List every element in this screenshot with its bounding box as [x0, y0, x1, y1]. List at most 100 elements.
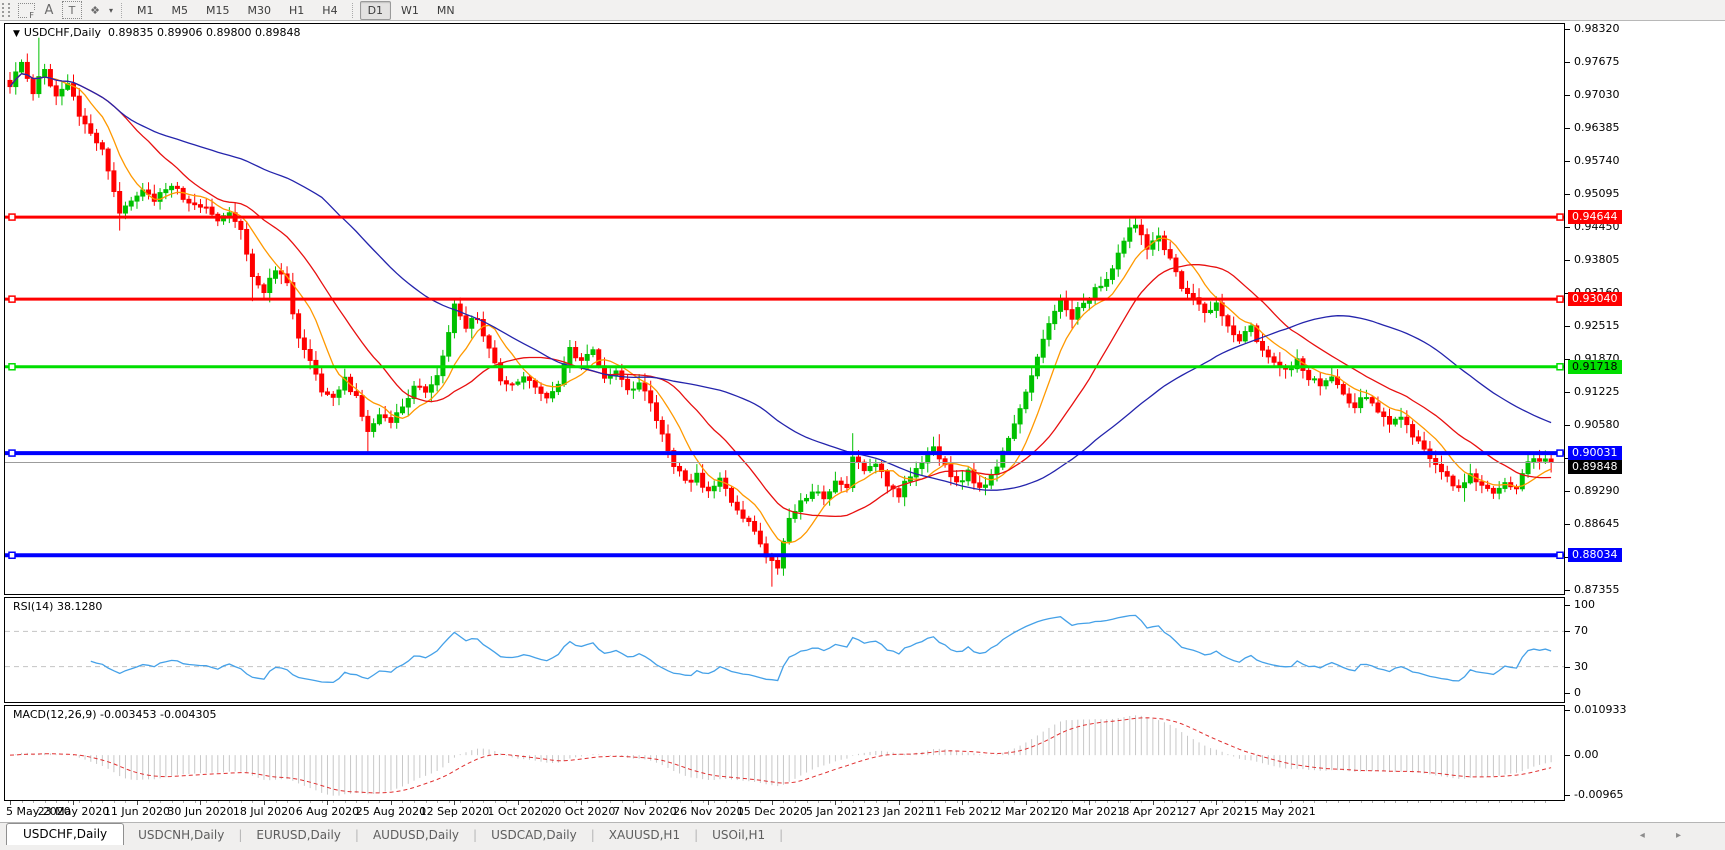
bottom-strip: [0, 845, 1725, 850]
timeframe-m15-button[interactable]: M15: [206, 3, 230, 17]
date-label: 27 Apr 2021: [1182, 805, 1251, 818]
bar-tick: [1372, 801, 1374, 803]
price-tick: [1565, 524, 1570, 525]
bar-tick: [621, 801, 623, 803]
bar-tick: [1522, 801, 1524, 803]
fibonacci-tool-icon[interactable]: F: [18, 2, 35, 20]
date-tick: [263, 801, 265, 805]
timeframe-h4-button[interactable]: H4: [322, 3, 338, 17]
text-annotation-icon[interactable]: A: [44, 2, 54, 18]
timeframe-m5-button[interactable]: M5: [171, 3, 189, 17]
rsi-label: RSI(14) 38.1280: [13, 600, 103, 613]
rsi-axis[interactable]: 100 70 30 0: [1565, 597, 1725, 703]
bar-tick: [483, 801, 485, 803]
date-label: 8 Apr 2021: [1122, 805, 1184, 818]
bar-tick: [310, 801, 312, 803]
macd-tick-label: 0.00: [1574, 748, 1599, 762]
candlestick-chart[interactable]: [4, 23, 1565, 595]
bar-tick: [841, 801, 843, 803]
macd-tick-label: 0.010933: [1574, 703, 1627, 716]
bar-tick: [714, 801, 716, 803]
tab-usdcad-daily[interactable]: USDCAD,Daily: [491, 828, 577, 842]
date-tick: [1089, 801, 1091, 805]
bar-tick: [194, 801, 196, 803]
rsi-tick-label: 70: [1574, 624, 1588, 638]
price-tick: [1565, 29, 1570, 30]
date-label: 2 Mar 2021: [994, 805, 1058, 818]
tab-eurusd-daily[interactable]: EURUSD,Daily: [256, 828, 341, 842]
bar-tick: [910, 801, 912, 803]
bar-tick: [1429, 801, 1431, 803]
toolbar-gripper[interactable]: [2, 3, 10, 17]
bar-tick: [1060, 801, 1062, 803]
bar-tick: [21, 801, 23, 803]
arrows-dropdown-caret[interactable]: ▾: [109, 5, 114, 15]
bar-tick: [564, 801, 566, 803]
bar-tick: [321, 801, 323, 803]
bar-tick: [1406, 801, 1408, 803]
timeframe-m1-button[interactable]: M1: [137, 3, 154, 17]
level-price-label: 0.91718: [1568, 359, 1622, 374]
bar-tick: [1083, 801, 1085, 803]
price-tick: [1565, 491, 1570, 492]
timeframe-m30-button[interactable]: M30: [247, 3, 272, 17]
tab-separator: |: [473, 828, 478, 842]
bar-tick: [887, 801, 889, 803]
macd-chart[interactable]: [4, 705, 1565, 801]
bar-tick: [171, 801, 173, 803]
macd-tick: [1565, 710, 1570, 711]
symbol-dropdown-icon[interactable]: ▼: [13, 29, 20, 39]
tab-audusd-daily[interactable]: AUDUSD,Daily: [372, 828, 460, 842]
bar-tick: [1337, 801, 1339, 803]
bar-tick: [1095, 801, 1097, 803]
price-axis[interactable]: 0.98320 0.97675 0.97030 0.96385 0.95740 0.950…: [1565, 22, 1725, 596]
tab-scroll-arrows[interactable]: ◂ ▸: [1639, 830, 1695, 841]
bar-tick: [33, 801, 35, 803]
macd-label: MACD(12,26,9) -0.003453 -0.004305: [13, 708, 217, 721]
date-tick: [835, 801, 837, 805]
macd-pane[interactable]: MACD(12,26,9) -0.003453 -0.004305: [4, 705, 1565, 801]
bar-tick: [1002, 801, 1004, 803]
date-label: 18 Jul 2020: [232, 805, 296, 818]
level-price-label: 0.90031: [1568, 446, 1622, 461]
bar-tick: [79, 801, 81, 803]
timeframe-mn-button[interactable]: MN: [436, 3, 455, 17]
tab-separator: |: [694, 828, 699, 842]
bar-tick: [725, 801, 727, 803]
bar-tick: [183, 801, 185, 803]
bar-tick: [1129, 801, 1131, 803]
date-axis[interactable]: 5 May 2020 23 May 2020 11 Jun 2020 30 Jun 2…: [4, 801, 1565, 821]
tab-xauusd-h1[interactable]: XAUUSD,H1: [608, 828, 681, 842]
macd-axis[interactable]: 0.010933 0.00 -0.00965: [1565, 703, 1725, 801]
rsi-tick-label: 100: [1574, 598, 1595, 611]
bar-tick: [1233, 801, 1235, 803]
bar-tick: [1464, 801, 1466, 803]
timeframe-h1-button[interactable]: H1: [289, 3, 305, 17]
date-label: 1 Oct 2020: [487, 805, 549, 818]
tab-usdchf-daily[interactable]: USDCHF,Daily: [6, 823, 125, 846]
text-tool-icon[interactable]: T: [62, 1, 82, 19]
price-tick-label: 0.91225: [1574, 385, 1620, 398]
date-label: 5 May 2020: [6, 805, 71, 818]
tab-usdcnh-daily[interactable]: USDCNH,Daily: [138, 828, 225, 842]
arrows-tool-icon[interactable]: ❖: [90, 3, 100, 17]
rsi-pane[interactable]: RSI(14) 38.1280: [4, 597, 1565, 703]
rsi-tick: [1565, 693, 1570, 694]
date-label: 5 Jan 2021: [805, 805, 865, 818]
rsi-chart[interactable]: [4, 597, 1565, 703]
rsi-tick: [1565, 605, 1570, 606]
price-tick-label: 0.93805: [1574, 253, 1620, 266]
bar-tick: [610, 801, 612, 803]
bar-tick: [356, 801, 358, 803]
date-tick: [962, 801, 964, 805]
timeframe-w1-button[interactable]: W1: [401, 3, 419, 17]
date-label: 11 Feb 2021: [928, 805, 997, 818]
price-tick-label: 0.87355: [1574, 583, 1620, 596]
price-tick-label: 0.95740: [1574, 154, 1620, 167]
tab-usoil-h1[interactable]: USOil,H1: [712, 828, 766, 842]
bar-tick: [344, 801, 346, 803]
tab-separator: |: [354, 828, 359, 842]
price-chart-pane[interactable]: ▼ USDCHF,Daily 0.89835 0.89906 0.89800 0.…: [4, 23, 1565, 595]
timeframe-d1-button[interactable]: D1: [359, 0, 392, 20]
price-tick: [1565, 557, 1570, 558]
